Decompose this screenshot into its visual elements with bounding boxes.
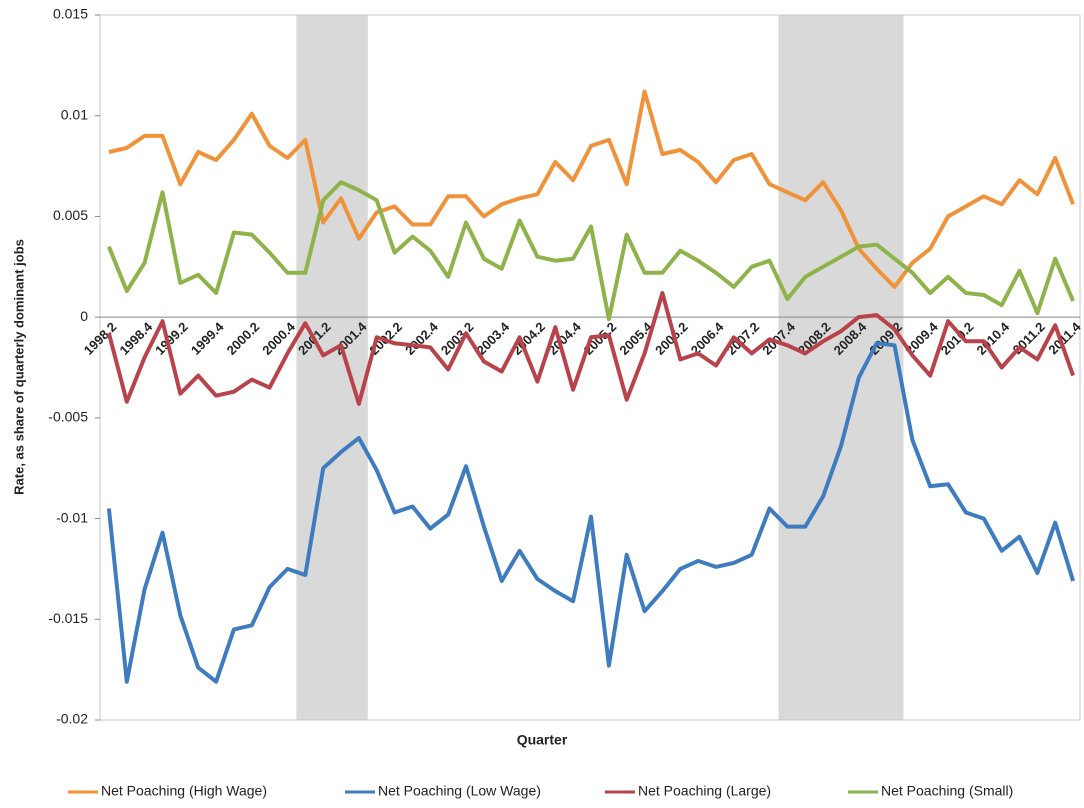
x-tick-label: 1999.4 bbox=[188, 319, 227, 358]
y-tick-label: -0.01 bbox=[56, 509, 88, 525]
shaded-period bbox=[296, 15, 368, 720]
y-tick-label: 0.005 bbox=[53, 207, 88, 223]
y-tick-label: -0.02 bbox=[56, 711, 88, 727]
legend-label: Net Poaching (Large) bbox=[638, 783, 771, 799]
y-tick-label: -0.005 bbox=[48, 409, 88, 425]
plot-frame bbox=[99, 14, 1081, 721]
series-line bbox=[106, 291, 1075, 406]
series-line bbox=[106, 341, 1076, 684]
y-tick-label: -0.015 bbox=[48, 610, 88, 626]
series-line bbox=[107, 180, 1075, 322]
x-tick-label: 2000.4 bbox=[259, 319, 298, 358]
x-tick-label: 2004.2 bbox=[509, 319, 548, 358]
y-tick-label: 0.015 bbox=[53, 6, 88, 22]
x-tick-label: 1998.4 bbox=[116, 319, 155, 358]
x-tick-label: 2000.2 bbox=[224, 319, 263, 358]
shaded-period bbox=[778, 15, 904, 720]
legend-label: Net Poaching (High Wage) bbox=[101, 783, 267, 799]
y-axis-label: Rate, as share of quarterly dominant job… bbox=[11, 239, 26, 495]
y-tick-label: 0.01 bbox=[61, 106, 88, 122]
x-axis-label: Quarter bbox=[517, 732, 568, 748]
series-line bbox=[108, 89, 1075, 289]
legend-label: Net Poaching (Small) bbox=[881, 783, 1013, 799]
legend-label: Net Poaching (Low Wage) bbox=[378, 783, 541, 799]
y-tick-label: 0 bbox=[80, 308, 88, 324]
x-tick-label: 2006.4 bbox=[688, 319, 727, 358]
